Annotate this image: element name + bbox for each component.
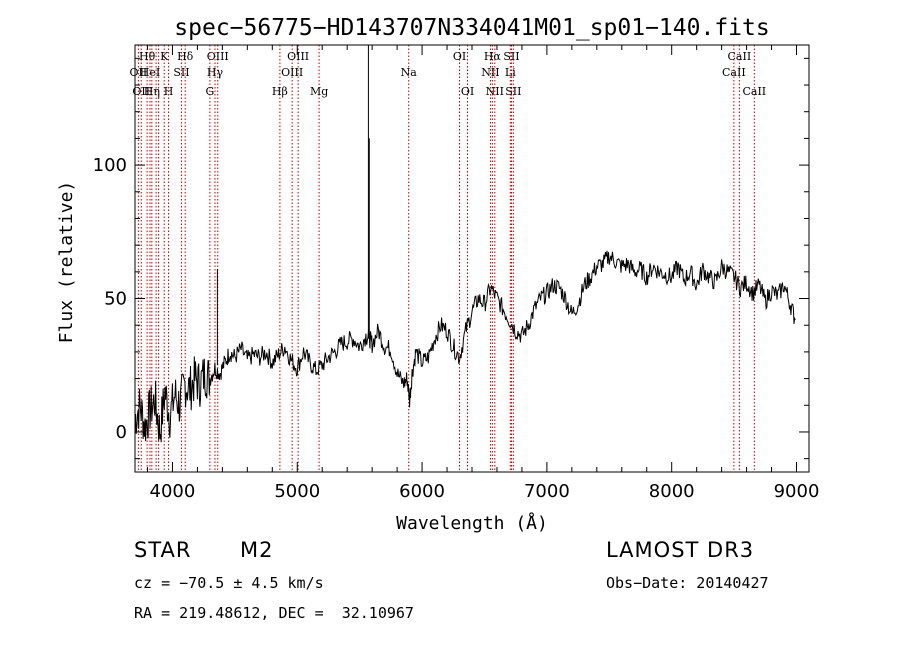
x-axis-ticks: 4000 5000 6000 7000 8000 9000 [146,45,820,502]
line-label-23: NII [486,85,504,98]
line-label-22: Hα [484,50,502,63]
survey-name: LAMOST DR3 [606,538,755,562]
line-label-26: SII [505,85,521,98]
line-label-12: Hγ [207,66,224,79]
line-label-25: SII [503,50,519,63]
chart-title: spec−56775−HD143707N334041M01_sp01−140.f… [174,15,769,41]
line-label-24: Li [505,66,516,79]
observation-date: Obs−Date: 20140427 [606,574,769,592]
y-axis-label: Flux (relative) [56,181,77,344]
line-label-1: OII [132,85,150,98]
line-label-27: CaII [722,66,746,79]
redshift-value: cz = −70.5 ± 4.5 km/s [134,574,324,592]
x-axis-label: Wavelength (Å) [396,512,548,534]
x-tick-label-8000: 8000 [649,481,695,502]
line-label-4: Hη [144,85,160,98]
line-label-8: H [164,85,174,98]
x-tick-label-9000: 9000 [774,481,820,502]
line-label-14: Hβ [272,85,288,98]
line-label-29: CaII [742,85,766,98]
plot-frame [134,44,810,473]
x-tick-label-5000: 5000 [274,481,320,502]
x-tick-label-4000: 4000 [150,481,196,502]
line-label-17: Mg [310,85,328,98]
object-subclass: M2 [240,538,274,562]
y-tick-label-0: 0 [116,422,127,443]
line-label-19: OI [453,50,466,63]
object-class: STAR [134,538,192,562]
y-axis-ticks: 0 50 100 [93,57,809,460]
line-label-0: OII [130,66,148,79]
line-label-11: G [205,85,214,98]
line-label-7: K [160,50,169,63]
coordinates: RA = 219.48612, DEC = 32.10967 [134,604,414,622]
x-tick-label-6000: 6000 [399,481,445,502]
spectral-line-labels: OII OII Hθ HeI Hη K H SII Hδ G Hγ OIII Hβ OIII OIII Mg N… [130,50,767,98]
line-label-28: CaII [728,50,752,63]
line-label-3: HeI [140,66,160,79]
line-label-9: SII [173,66,189,79]
line-label-13: OIII [207,50,229,63]
line-label-20: OI [461,85,474,98]
line-label-18: Na [401,66,418,79]
spectral-line-markers [137,45,755,472]
line-label-15: OIII [281,66,303,79]
line-label-21: NII [481,66,499,79]
line-label-10: Hδ [177,50,194,63]
line-label-2: Hθ [139,50,156,63]
spectrum-line [134,250,796,443]
y-tick-label-100: 100 [93,155,127,176]
line-label-16: OIII [287,50,309,63]
y-tick-label-50: 50 [104,289,127,310]
x-tick-label-7000: 7000 [524,481,570,502]
